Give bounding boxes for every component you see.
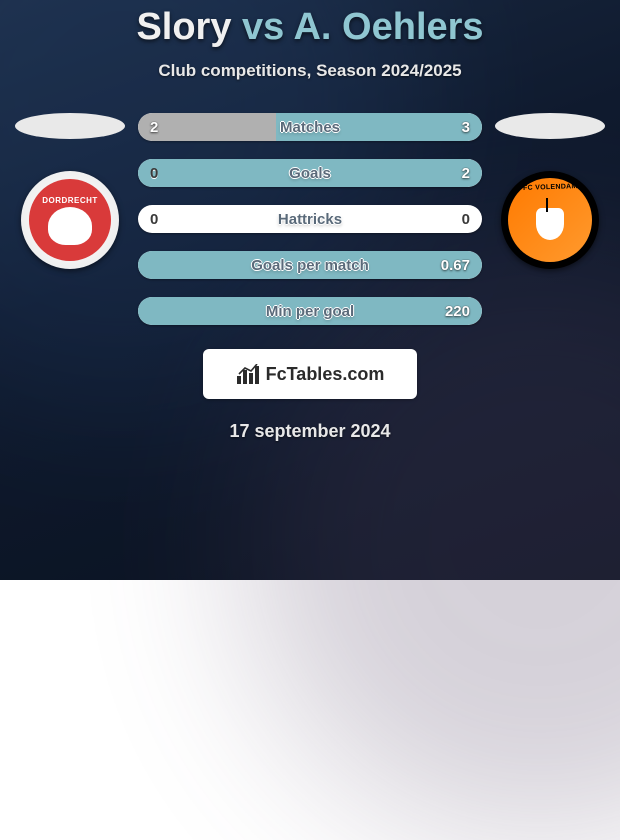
page-title: Slory vs A. Oehlers: [136, 6, 483, 49]
stat-value-right: 3: [462, 119, 470, 136]
stat-row: Hattricks0 0: [138, 205, 482, 233]
title-player2: A. Oehlers: [293, 6, 483, 48]
title-player1: Slory: [136, 6, 231, 48]
right-side: FC VOLENDAM: [490, 113, 610, 269]
player-silhouette-right: [495, 113, 605, 139]
comparison-row: DORDRECHT Matches23Goals02Hattricks00Goa…: [0, 113, 620, 325]
fctables-logo-text: FcTables.com: [266, 364, 385, 385]
stat-value-right: 0: [462, 211, 470, 228]
stat-value-left: 2: [150, 119, 158, 136]
stat-label: Matches: [138, 119, 482, 136]
stat-label: Min per goal: [138, 303, 482, 320]
stat-label: Goals per match: [138, 257, 482, 274]
crest-volendam-icon: [536, 208, 564, 240]
stat-value-right: 220: [445, 303, 470, 320]
club-crest-dordrecht: DORDRECHT: [21, 171, 119, 269]
subtitle: Club competitions, Season 2024/2025: [158, 61, 461, 81]
club-crest-volendam: FC VOLENDAM: [501, 171, 599, 269]
fctables-logo: FcTables.com: [203, 349, 417, 399]
player-silhouette-left: [15, 113, 125, 139]
fctables-bars-icon: [236, 364, 260, 384]
stat-value-right: 0.67: [441, 257, 470, 274]
crest-dordrecht-icon: [48, 207, 92, 245]
stat-row: Min per goal220: [138, 297, 482, 325]
stat-row: Matches2 3: [138, 113, 482, 141]
title-vs: vs: [242, 6, 284, 48]
stat-label: Goals: [138, 165, 482, 182]
crest-dordrecht-inner: DORDRECHT: [29, 179, 111, 261]
stat-value-left: 0: [150, 165, 158, 182]
crest-volendam-inner: FC VOLENDAM: [508, 178, 592, 262]
stat-label: Hattricks: [138, 211, 482, 228]
crest-dordrecht-text: DORDRECHT: [42, 196, 98, 205]
stat-value-right: 2: [462, 165, 470, 182]
left-side: DORDRECHT: [10, 113, 130, 269]
stat-bars: Matches23Goals02Hattricks00Goals per mat…: [138, 113, 482, 325]
crest-volendam-text: FC VOLENDAM: [523, 183, 578, 192]
stat-row: Goals0 2: [138, 159, 482, 187]
stat-row: Goals per match0.67: [138, 251, 482, 279]
stat-value-left: 0: [150, 211, 158, 228]
date-text: 17 september 2024: [229, 421, 390, 442]
